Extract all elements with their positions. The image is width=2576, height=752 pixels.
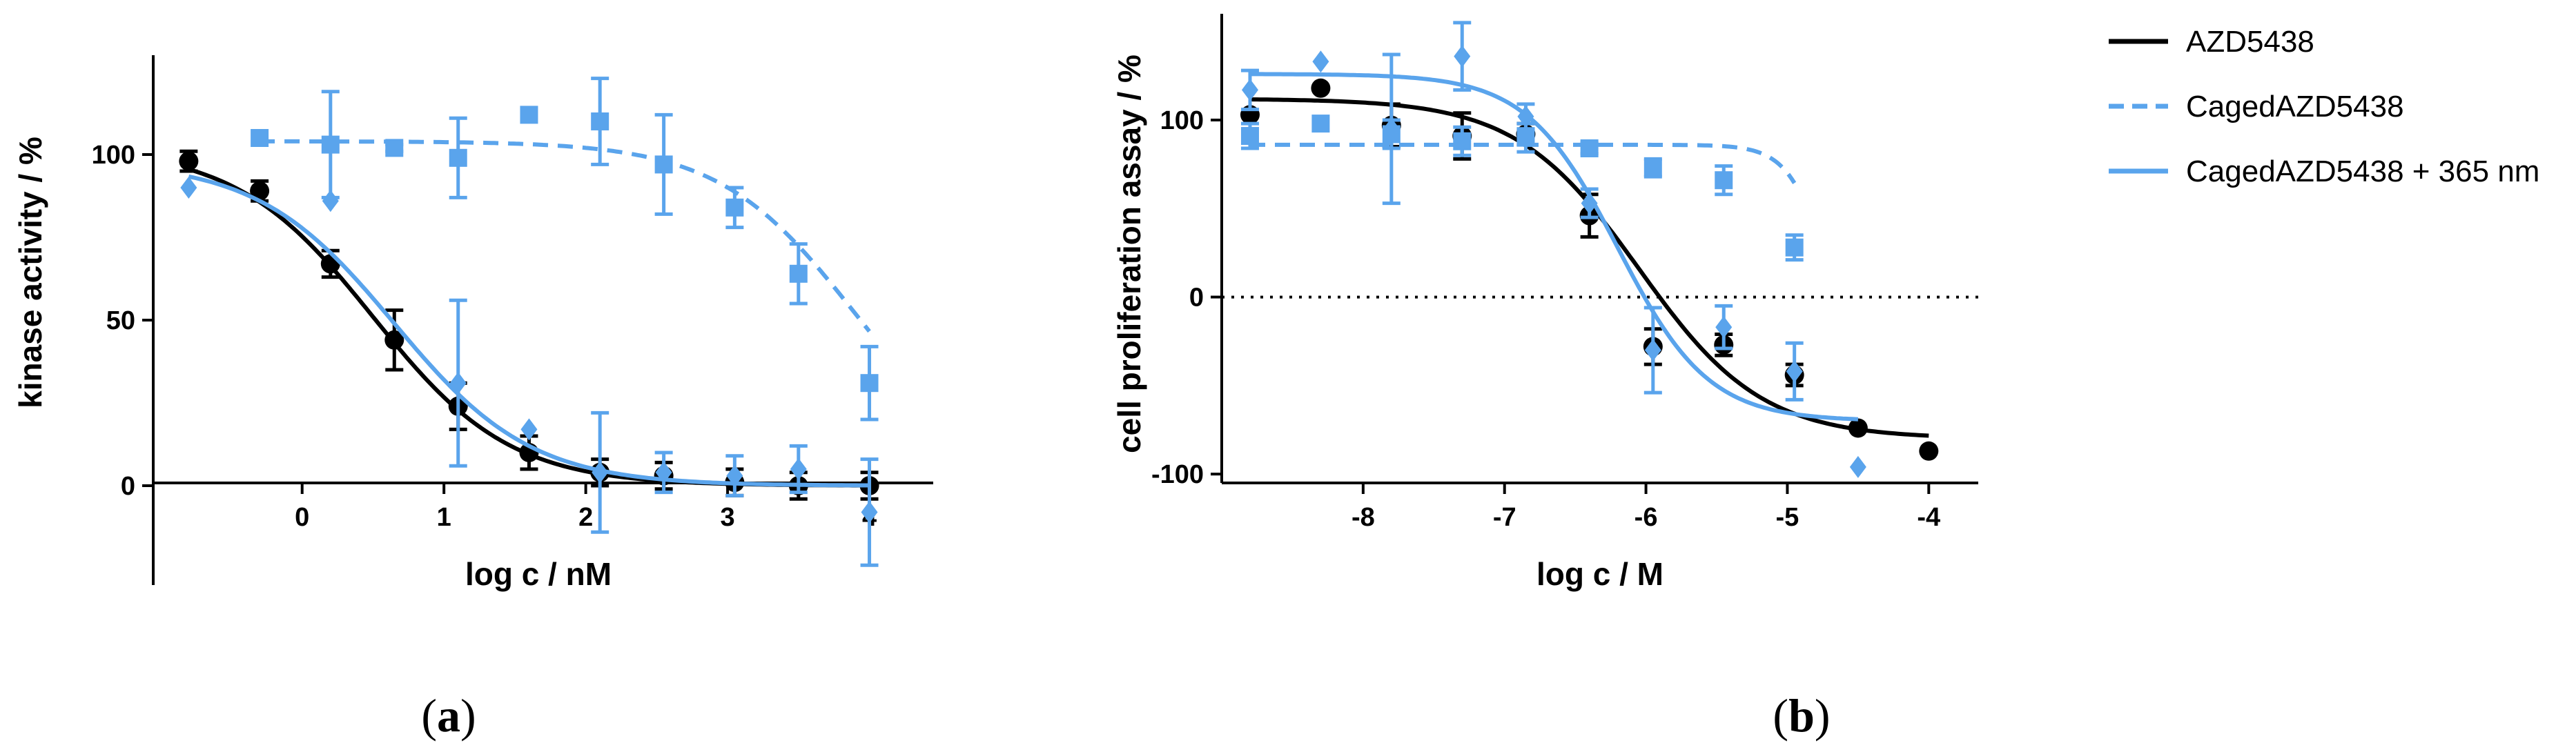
legend-label-2: CagedAZD5438 + 365 nm [2186, 155, 2539, 188]
data-point-cagedazd5438-365-nm-a [520, 418, 538, 441]
fit-curve-cagedazd5438-a [260, 139, 871, 333]
y-axis-title-a: kinase activity / % [12, 137, 48, 408]
x-tick-label-a: 0 [295, 503, 309, 532]
data-point-azd5438-b [1848, 418, 1868, 438]
data-point-azd5438-a [250, 181, 270, 201]
data-point-cagedazd5438-a [591, 112, 609, 130]
x-tick-label-b: -6 [1635, 503, 1658, 532]
data-point-cagedazd5438-a [725, 198, 744, 217]
data-point-cagedazd5438-365-nm-b [1581, 192, 1598, 215]
x-axis-title-a: log c / nM [465, 556, 612, 592]
data-point-cagedazd5438-a [385, 139, 404, 157]
data-point-cagedazd5438-365-nm-a [180, 177, 197, 199]
x-tick-label-b: -5 [1776, 503, 1799, 532]
data-point-cagedazd5438-b [1715, 171, 1733, 190]
data-point-cagedazd5438-365-nm-a [726, 464, 743, 487]
data-point-cagedazd5438-365-nm-b [1715, 316, 1733, 339]
data-point-cagedazd5438-365-nm-a [449, 372, 467, 395]
panel-label-a: (a) [421, 689, 476, 742]
fit-curve-cagedazd5438-365-nm-b [1250, 72, 1859, 422]
panel-label-b: (b) [1773, 689, 1830, 742]
data-point-cagedazd5438-365-nm-b [1849, 455, 1866, 478]
fit-curve-cagedazd5438-b [1250, 142, 1797, 184]
data-point-cagedazd5438-365-nm-b [1786, 360, 1803, 383]
data-point-cagedazd5438-b [1580, 139, 1599, 158]
y-tick-label-a: 100 [92, 141, 135, 170]
data-point-cagedazd5438-b [1785, 238, 1804, 257]
data-point-cagedazd5438-365-nm-b [1312, 50, 1329, 73]
data-point-cagedazd5438-365-nm-b [1241, 79, 1258, 101]
data-point-cagedazd5438-a [321, 135, 340, 154]
y-tick-label-b: -100 [1151, 460, 1204, 489]
data-point-cagedazd5438-365-nm-b [1383, 117, 1400, 140]
data-point-cagedazd5438-b [1516, 128, 1535, 147]
x-axis-title-b: log c / M [1536, 556, 1663, 592]
data-point-cagedazd5438-b [1453, 132, 1472, 150]
data-point-cagedazd5438-365-nm-b [1644, 339, 1661, 362]
legend-label-1: CagedAZD5438 [2186, 90, 2404, 123]
fit-curve-cagedazd5438-365-nm-a [188, 174, 870, 488]
data-point-cagedazd5438-365-nm-a [592, 461, 609, 484]
data-point-cagedazd5438-365-nm-a [790, 458, 807, 480]
data-point-cagedazd5438-a [654, 155, 673, 174]
data-point-azd5438-a [384, 330, 404, 350]
data-point-cagedazd5438-365-nm-b [1517, 105, 1534, 128]
data-point-cagedazd5438-365-nm-a [322, 190, 339, 212]
data-point-cagedazd5438-a [789, 264, 808, 283]
chart-panel-b: -100 0 100 -8 -7 -6 -5 -4 log c / M cell prolifer… [1111, 14, 1978, 592]
data-point-cagedazd5438-365-nm-a [861, 501, 878, 524]
data-point-cagedazd5438-365-nm-b [1454, 45, 1471, 68]
data-point-cagedazd5438-b [1311, 115, 1330, 133]
data-point-cagedazd5438-a [251, 129, 269, 147]
data-point-cagedazd5438-a [520, 106, 538, 124]
data-point-cagedazd5438-b [1240, 127, 1259, 146]
x-tick-label-a: 3 [721, 503, 735, 532]
legend: AZD5438 CagedAZD5438 CagedAZD5438 + 365 nm [2109, 25, 2539, 188]
y-tick-label-a: 0 [121, 472, 135, 501]
data-point-cagedazd5438-a [449, 148, 467, 167]
y-axis-title-b: cell proliferation assay / % [1111, 55, 1147, 453]
data-point-azd5438-b [1311, 78, 1331, 98]
x-tick-label-b: -8 [1352, 503, 1375, 532]
x-tick-label-a: 1 [437, 503, 451, 532]
data-point-azd5438-a [179, 151, 199, 171]
legend-label-0: AZD5438 [2186, 25, 2314, 59]
y-tick-label-a: 50 [106, 306, 135, 335]
x-tick-label-a: 2 [578, 503, 593, 532]
y-tick-label-b: 100 [1160, 106, 1204, 135]
data-point-cagedazd5438-365-nm-a [655, 461, 672, 484]
data-point-azd5438-b [1919, 441, 1939, 461]
x-tick-label-b: -7 [1493, 503, 1516, 532]
y-tick-label-b: 0 [1189, 284, 1204, 313]
data-point-cagedazd5438-b [1643, 159, 1662, 177]
data-point-cagedazd5438-a [860, 374, 879, 393]
x-tick-label-b: -4 [1917, 503, 1940, 532]
